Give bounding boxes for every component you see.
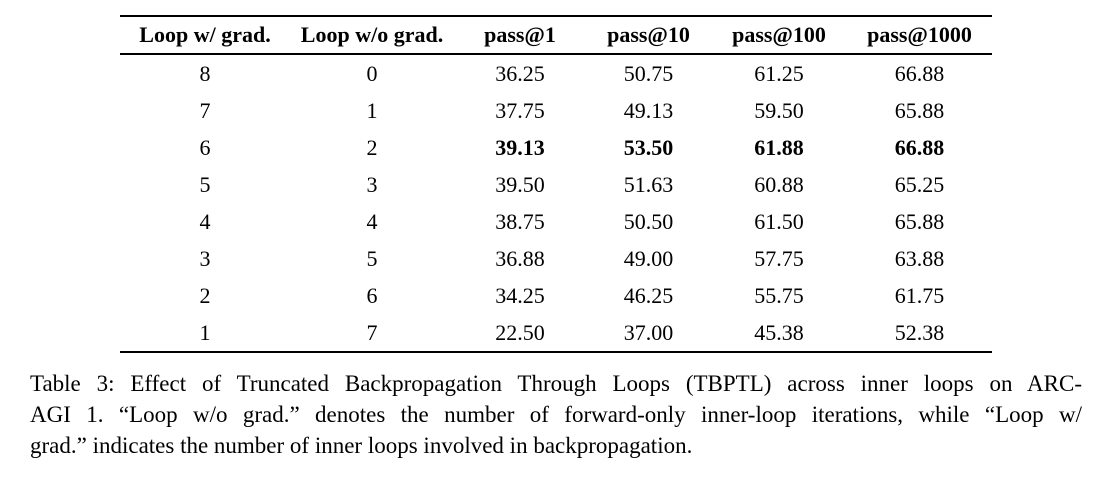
table-cell: 66.88: [894, 134, 945, 160]
table-row: 4 4 38.75 50.50 61.50 65.88: [120, 203, 992, 240]
table-cell: 51.63: [623, 171, 674, 197]
table-cell: 7: [366, 319, 378, 345]
table-cell: 50.50: [623, 208, 674, 234]
table-cell: 5: [199, 171, 211, 197]
table-cell: 1: [366, 97, 378, 123]
table-caption: Table 3: Effect of Truncated Backpropaga…: [30, 368, 1082, 461]
table-cell: 49.13: [623, 97, 674, 123]
table-cell: 38.75: [495, 208, 545, 234]
table-cell: 46.25: [623, 282, 674, 308]
table-cell: 3: [199, 245, 211, 271]
table-cell: 39.13: [495, 134, 545, 160]
table-body: 8 0 36.25 50.75 61.25 66.88 7 1 37.75 49.13 59.50 6…: [120, 54, 992, 352]
table-cell: 61.75: [894, 282, 945, 308]
table-cell: 65.88: [894, 208, 945, 234]
caption-line: grad.” indicates the number of inner loo…: [30, 433, 693, 458]
table-cell: 6: [366, 282, 378, 308]
column-header: pass@100: [732, 22, 826, 47]
table-cell: 8: [199, 60, 211, 86]
table-cell: 7: [199, 97, 211, 123]
column-header: pass@1000: [867, 22, 972, 47]
table-cell: 65.88: [894, 97, 945, 123]
table-cell: 49.00: [623, 245, 674, 271]
table-header-row: Loop w/ grad. Loop w/o grad. pass@1 pass@10…: [120, 16, 992, 54]
table-cell: 60.88: [754, 171, 804, 197]
table-cell: 57.75: [754, 245, 804, 271]
table-cell: 37.75: [495, 97, 545, 123]
table-cell: 61.25: [754, 60, 804, 86]
table-cell: 37.00: [623, 319, 674, 345]
table-cell: 5: [366, 245, 378, 271]
caption-line: AGI 1. “Loop w/o grad.” denotes the numb…: [30, 402, 1082, 427]
caption-line: Table 3: Effect of Truncated Backpropaga…: [30, 371, 1082, 396]
table-cell: 53.50: [623, 134, 674, 160]
table-cell: 2: [199, 282, 211, 308]
results-table: Loop w/ grad. Loop w/o grad. pass@1 pass@10…: [120, 15, 992, 353]
results-table-container: Loop w/ grad. Loop w/o grad. pass@1 pass@10…: [120, 15, 992, 353]
table-cell: 36.25: [495, 60, 545, 86]
table-cell: 4: [366, 208, 378, 234]
table-row: 1 7 22.50 37.00 45.38 52.38: [120, 314, 992, 352]
table-cell: 65.25: [894, 171, 945, 197]
table-cell: 52.38: [894, 319, 945, 345]
table-cell: 0: [366, 60, 378, 86]
table-cell: 4: [199, 208, 211, 234]
table-row: 8 0 36.25 50.75 61.25 66.88: [120, 54, 992, 92]
table-cell: 63.88: [894, 245, 945, 271]
table-cell: 2: [366, 134, 378, 160]
table-row: 3 5 36.88 49.00 57.75 63.88: [120, 240, 992, 277]
table-cell: 55.75: [754, 282, 804, 308]
table-cell: 61.88: [754, 134, 804, 160]
table-cell: 45.38: [754, 319, 804, 345]
table-cell: 36.88: [495, 245, 545, 271]
column-header: Loop w/o grad.: [300, 22, 444, 47]
table-cell: 34.25: [495, 282, 545, 308]
table-cell: 3: [366, 171, 378, 197]
table-cell: 59.50: [754, 97, 804, 123]
column-header: pass@10: [607, 22, 690, 47]
table-cell: 50.75: [623, 60, 674, 86]
column-header: Loop w/ grad.: [139, 22, 271, 47]
table-row: 6 2 39.13 53.50 61.88 66.88: [120, 129, 992, 166]
table-cell: 1: [199, 319, 211, 345]
table-row: 2 6 34.25 46.25 55.75 61.75: [120, 277, 992, 314]
table-row: 5 3 39.50 51.63 60.88 65.25: [120, 166, 992, 203]
table-cell: 6: [199, 134, 211, 160]
column-header: pass@1: [484, 22, 556, 47]
table-cell: 61.50: [754, 208, 804, 234]
table-cell: 66.88: [894, 60, 945, 86]
table-cell: 22.50: [495, 319, 545, 345]
table-cell: 39.50: [495, 171, 545, 197]
table-row: 7 1 37.75 49.13 59.50 65.88: [120, 92, 992, 129]
